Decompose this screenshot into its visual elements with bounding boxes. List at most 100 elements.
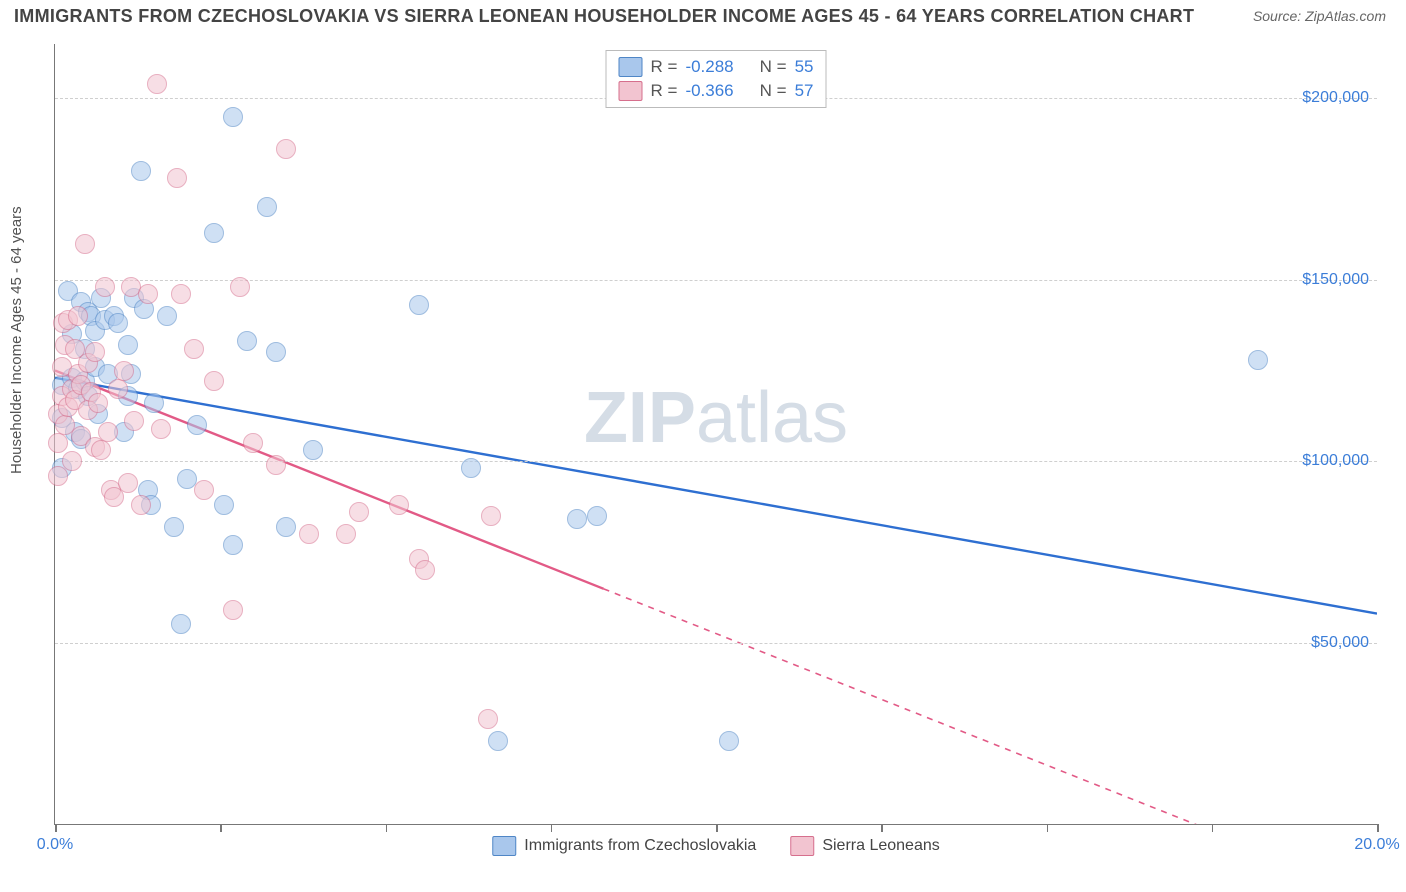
- data-point: [171, 614, 191, 634]
- data-point: [237, 331, 257, 351]
- x-tick: [1212, 824, 1214, 832]
- data-point: [389, 495, 409, 515]
- legend-row: R = -0.288 N = 55: [619, 55, 814, 79]
- data-point: [276, 517, 296, 537]
- data-point: [68, 306, 88, 326]
- x-tick: [716, 824, 718, 832]
- data-point: [75, 234, 95, 254]
- data-point: [266, 342, 286, 362]
- legend-r-label: R =: [651, 55, 678, 79]
- data-point: [124, 411, 144, 431]
- x-tick: [881, 824, 883, 832]
- data-point: [266, 455, 286, 475]
- data-point: [349, 502, 369, 522]
- data-point: [108, 313, 128, 333]
- x-tick: [220, 824, 222, 832]
- correlation-legend: R = -0.288 N = 55R = -0.366 N = 57: [606, 50, 827, 108]
- series-legend-label: Sierra Leoneans: [822, 837, 939, 855]
- y-tick-label: $100,000: [1302, 452, 1369, 470]
- watermark-bold: ZIP: [584, 378, 696, 458]
- data-point: [223, 107, 243, 127]
- data-point: [131, 161, 151, 181]
- data-point: [276, 139, 296, 159]
- chart-title: IMMIGRANTS FROM CZECHOSLOVAKIA VS SIERRA…: [14, 6, 1194, 27]
- x-tick: [1047, 824, 1049, 832]
- data-point: [85, 342, 105, 362]
- trend-line-extrapolated: [604, 589, 1377, 824]
- watermark-rest: atlas: [696, 378, 848, 458]
- x-tick: [386, 824, 388, 832]
- data-point: [719, 731, 739, 751]
- data-point: [138, 284, 158, 304]
- legend-n-value: 55: [795, 55, 814, 79]
- data-point: [478, 709, 498, 729]
- data-point: [214, 495, 234, 515]
- data-point: [108, 379, 128, 399]
- legend-swatch: [492, 836, 516, 856]
- y-tick-label: $150,000: [1302, 271, 1369, 289]
- data-point: [481, 506, 501, 526]
- gridline: [55, 461, 1377, 462]
- y-tick-label: $50,000: [1311, 634, 1369, 652]
- data-point: [299, 524, 319, 544]
- source-label: Source:: [1253, 8, 1305, 24]
- data-point: [48, 433, 68, 453]
- data-point: [131, 495, 151, 515]
- legend-swatch: [619, 57, 643, 77]
- data-point: [1248, 350, 1268, 370]
- data-point: [118, 335, 138, 355]
- legend-r-value: -0.288: [685, 55, 733, 79]
- data-point: [415, 560, 435, 580]
- data-point: [257, 197, 277, 217]
- legend-swatch: [619, 81, 643, 101]
- data-point: [194, 480, 214, 500]
- series-legend: Immigrants from Czechoslovakia Sierra Leo…: [492, 836, 940, 856]
- data-point: [184, 339, 204, 359]
- legend-n-label: N =: [760, 55, 787, 79]
- series-legend-item: Immigrants from Czechoslovakia: [492, 836, 756, 856]
- x-tick: [55, 824, 57, 832]
- source-attribution: Source: ZipAtlas.com: [1253, 8, 1386, 26]
- legend-swatch: [790, 836, 814, 856]
- data-point: [114, 361, 134, 381]
- data-point: [62, 451, 82, 471]
- data-point: [409, 295, 429, 315]
- gridline: [55, 643, 1377, 644]
- y-axis-label: Householder Income Ages 45 - 64 years: [8, 206, 25, 474]
- x-tick: [551, 824, 553, 832]
- data-point: [488, 731, 508, 751]
- series-legend-label: Immigrants from Czechoslovakia: [524, 837, 756, 855]
- source-value: ZipAtlas.com: [1305, 8, 1386, 24]
- scatter-plot-area: ZIPatlas $50,000 $100,000 $150,000 $200,000…: [54, 44, 1377, 825]
- data-point: [567, 509, 587, 529]
- data-point: [118, 473, 138, 493]
- data-point: [171, 284, 191, 304]
- x-tick-label: 20.0%: [1354, 836, 1399, 854]
- data-point: [167, 168, 187, 188]
- data-point: [187, 415, 207, 435]
- data-point: [223, 600, 243, 620]
- data-point: [157, 306, 177, 326]
- data-point: [230, 277, 250, 297]
- data-point: [147, 74, 167, 94]
- watermark: ZIPatlas: [584, 377, 848, 459]
- data-point: [204, 223, 224, 243]
- data-point: [144, 393, 164, 413]
- data-point: [91, 440, 111, 460]
- data-point: [461, 458, 481, 478]
- data-point: [243, 433, 263, 453]
- data-point: [303, 440, 323, 460]
- data-point: [336, 524, 356, 544]
- data-point: [98, 422, 118, 442]
- legend-n-label: N =: [760, 79, 787, 103]
- y-tick-label: $200,000: [1302, 89, 1369, 107]
- data-point: [88, 393, 108, 413]
- legend-r-value: -0.366: [685, 79, 733, 103]
- x-tick-label: 0.0%: [37, 836, 73, 854]
- data-point: [204, 371, 224, 391]
- x-tick: [1377, 824, 1379, 832]
- data-point: [223, 535, 243, 555]
- series-legend-item: Sierra Leoneans: [790, 836, 939, 856]
- legend-n-value: 57: [795, 79, 814, 103]
- legend-row: R =-0.366N =57: [619, 79, 814, 103]
